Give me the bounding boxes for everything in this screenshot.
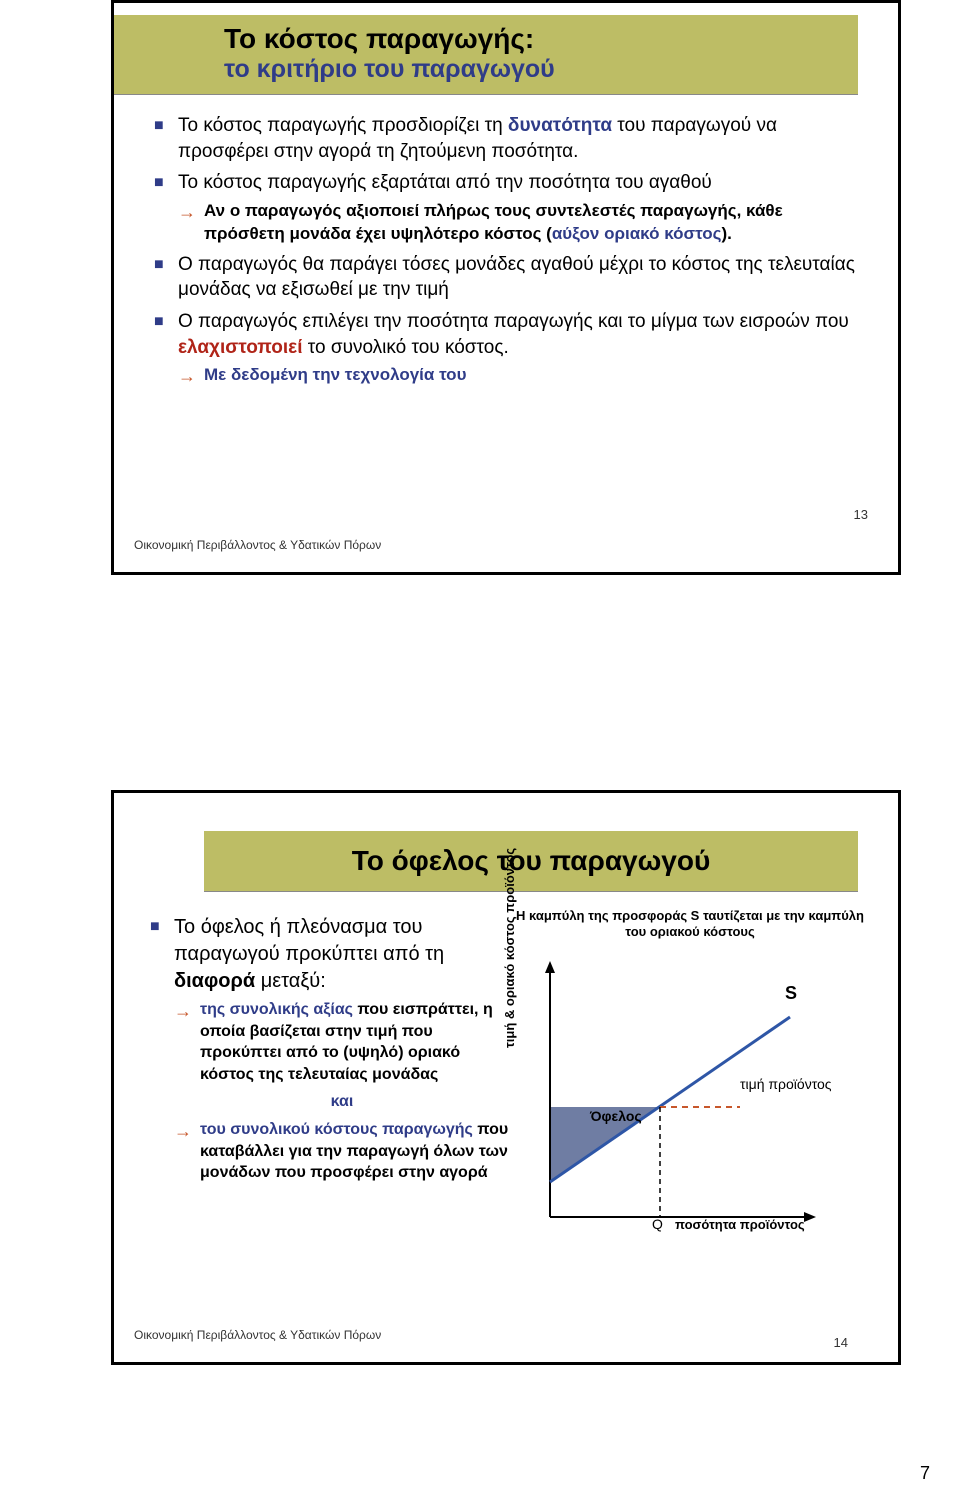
sub-bullet: Με δεδομένη την τεχνολογία του: [178, 364, 868, 387]
slide-page-number: 14: [834, 1335, 848, 1350]
sub-bullet: Αν ο παραγωγός αξιοποιεί πλήρως τους συν…: [178, 200, 868, 246]
bullet: Ο παραγωγός θα παράγει τόσες μονάδες αγα…: [154, 252, 868, 303]
bullet: Το κόστος παραγωγής προσδιορίζει τη δυνα…: [154, 113, 868, 164]
title-subtitle: το κριτήριο του παραγωγού: [224, 55, 838, 84]
bullet: Το όφελος ή πλεόνασμα του παραγωγού προκ…: [150, 914, 510, 1184]
content: Το κόστος παραγωγής προσδιορίζει τη δυνα…: [114, 95, 898, 387]
chart-title: Η καμπύλη της προσφοράς S ταυτίζεται με …: [510, 908, 870, 941]
supply-chart: Η καμπύλη της προσφοράς S ταυτίζεται με …: [510, 908, 870, 1268]
title-box: Το κόστος παραγωγής: το κριτήριο του παρ…: [114, 15, 858, 95]
slide-page-number: 13: [854, 507, 868, 522]
q-label: Q: [652, 1216, 663, 1232]
sub-bullet: του συνολικού κόστους παραγωγής που κατα…: [174, 1119, 510, 1184]
document-page-number: 7: [920, 1463, 930, 1484]
and-label: και: [174, 1089, 510, 1115]
benefit-label: Όφελος: [590, 1108, 642, 1124]
bullet: Ο παραγωγός επιλέγει την ποσότητα παραγω…: [154, 309, 868, 387]
y-axis-label: τιμή & οριακό κόστος προϊόντος: [502, 848, 517, 1048]
slide-footer: Οικονομική Περιβάλλοντος & Υδατικών Πόρω…: [134, 538, 381, 552]
bullet: Το κόστος παραγωγής εξαρτάται από την πο…: [154, 170, 868, 246]
slide-footer: Οικονομική Περιβάλλοντος & Υδατικών Πόρω…: [134, 1328, 381, 1342]
chart-svg: [510, 947, 830, 1247]
price-label: τιμή προϊόντος: [740, 1076, 832, 1092]
sub-bullet: της συνολικής αξίας που εισπράττει, η οπ…: [174, 999, 510, 1085]
slide-cost: Το κόστος παραγωγής: το κριτήριο του παρ…: [111, 0, 901, 575]
title: Το όφελος του παραγωγού: [204, 831, 858, 892]
slide-benefit: Το όφελος του παραγωγού Το όφελος ή πλεό…: [111, 790, 901, 1365]
text-column: Το όφελος ή πλεόνασμα του παραγωγού προκ…: [150, 914, 510, 1268]
title-main: Το κόστος παραγωγής:: [224, 23, 838, 55]
x-axis-label: ποσότητα προϊόντος: [675, 1217, 805, 1232]
s-label: S: [785, 983, 797, 1004]
